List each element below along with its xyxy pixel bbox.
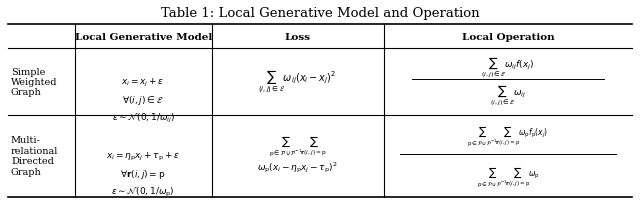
Text: $\epsilon \sim \mathcal{N}(0, 1/\omega_{ij})$: $\epsilon \sim \mathcal{N}(0, 1/\omega_{… [111, 112, 175, 124]
Text: $\forall(i,j) \in \mathcal{E}$: $\forall(i,j) \in \mathcal{E}$ [122, 94, 164, 106]
Text: Local Operation: Local Operation [461, 33, 554, 42]
Text: $\sum_{(i,j)\in\mathcal{E}} \omega_{ij} f(x_j)$: $\sum_{(i,j)\in\mathcal{E}} \omega_{ij} … [481, 55, 534, 79]
Text: Table 1: Local Generative Model and Operation: Table 1: Local Generative Model and Oper… [161, 7, 479, 20]
Text: $x_i = x_j + \epsilon$: $x_i = x_j + \epsilon$ [122, 76, 165, 88]
Text: $\sum_{\mathrm{p}\in\mathcal{P}\cup\mathcal{P}^{-1}}\sum_{\mathbf{r}(i,j)=\mathr: $\sum_{\mathrm{p}\in\mathcal{P}\cup\math… [269, 134, 327, 158]
Text: $\forall\mathbf{r}(i,j) = \mathrm{p}$: $\forall\mathbf{r}(i,j) = \mathrm{p}$ [120, 167, 166, 180]
Text: $x_i = \eta_{\mathrm{p}} x_j + \tau_{\mathrm{p}} + \epsilon$: $x_i = \eta_{\mathrm{p}} x_j + \tau_{\ma… [106, 150, 180, 162]
Text: $\sum_{(i,j)\in\mathcal{E}} \omega_{ij}(x_i - x_j)^2$: $\sum_{(i,j)\in\mathcal{E}} \omega_{ij}(… [259, 69, 337, 96]
Text: Local Generative Model: Local Generative Model [74, 33, 212, 42]
Text: $\epsilon \sim \mathcal{N}(0, 1/\omega_{\mathrm{p}})$: $\epsilon \sim \mathcal{N}(0, 1/\omega_{… [111, 185, 175, 198]
Text: Multi-
relational
Directed
Graph: Multi- relational Directed Graph [11, 136, 58, 176]
Text: Simple
Weighted
Graph: Simple Weighted Graph [11, 67, 58, 97]
Text: $\sum_{\mathrm{p}\in\mathcal{P}\cup\mathcal{P}^{-1}}\sum_{\mathbf{r}(i,j)=\mathr: $\sum_{\mathrm{p}\in\mathcal{P}\cup\math… [467, 124, 548, 148]
Text: $\omega_{\mathrm{p}}(x_i - \eta_{\mathrm{p}} x_j - \tau_{\mathrm{p}})^2$: $\omega_{\mathrm{p}}(x_i - \eta_{\mathrm… [257, 160, 338, 174]
Text: $\sum_{(i,j)\in\mathcal{E}} \omega_{ij}$: $\sum_{(i,j)\in\mathcal{E}} \omega_{ij}$ [490, 83, 526, 107]
Text: Loss: Loss [285, 33, 310, 42]
Text: $\sum_{\mathrm{p}\in\mathcal{P}\cup\mathcal{P}^{-1}}\sum_{\mathbf{r}(i,j)=\mathr: $\sum_{\mathrm{p}\in\mathcal{P}\cup\math… [477, 164, 540, 188]
